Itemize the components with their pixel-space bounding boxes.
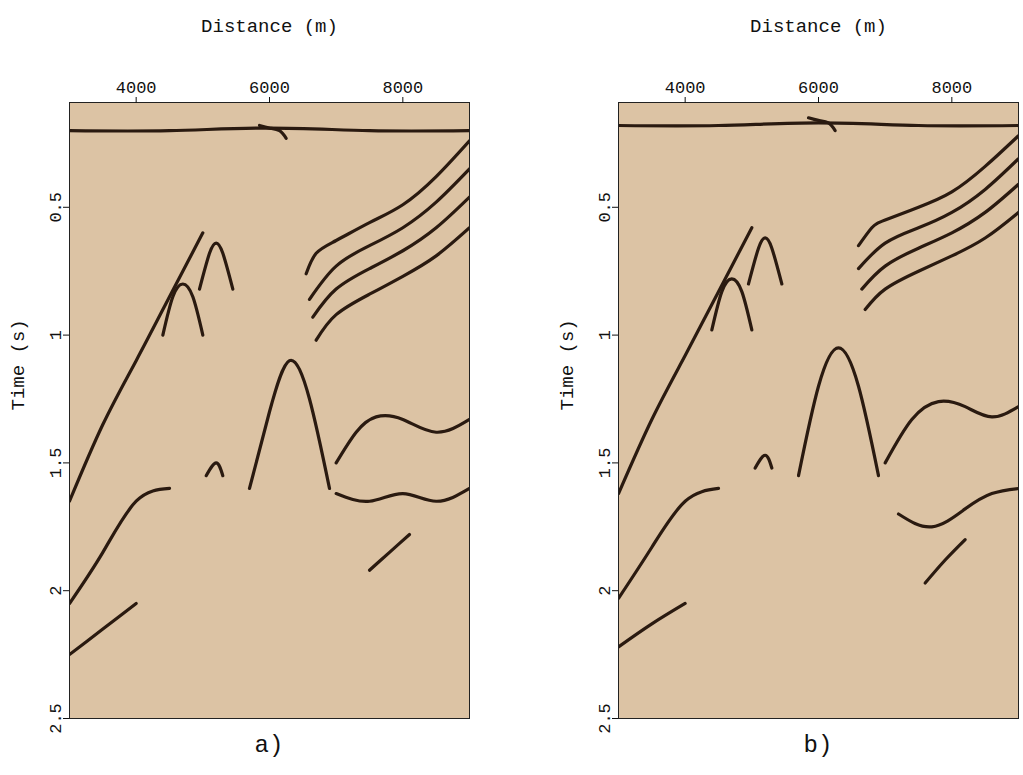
svg-text:4000: 4000: [116, 79, 157, 98]
svg-text:8000: 8000: [931, 79, 972, 98]
svg-text:1: 1: [47, 330, 66, 340]
svg-text:6000: 6000: [249, 79, 290, 98]
svg-text:8000: 8000: [382, 79, 423, 98]
svg-text:0.5: 0.5: [47, 192, 66, 223]
html-text:b): b): [803, 732, 833, 759]
svg-text:0.5: 0.5: [596, 192, 615, 223]
svg-text:2.5: 2.5: [596, 703, 615, 734]
svg-text:2: 2: [47, 586, 66, 596]
svg-text:1.5: 1.5: [596, 448, 615, 479]
svg-text:1: 1: [596, 330, 615, 340]
svg-text:Distance (m): Distance (m): [750, 16, 887, 38]
svg-text:1.5: 1.5: [47, 448, 66, 479]
svg-text:Time (s): Time (s): [557, 319, 579, 410]
svg-text:Distance (m): Distance (m): [201, 16, 338, 38]
html-text:a): a): [254, 732, 284, 759]
svg-text:4000: 4000: [665, 79, 706, 98]
svg-text:2.5: 2.5: [47, 703, 66, 734]
svg-text:Time (s): Time (s): [8, 319, 30, 410]
svg-text:6000: 6000: [798, 79, 839, 98]
svg-text:2: 2: [596, 586, 615, 596]
